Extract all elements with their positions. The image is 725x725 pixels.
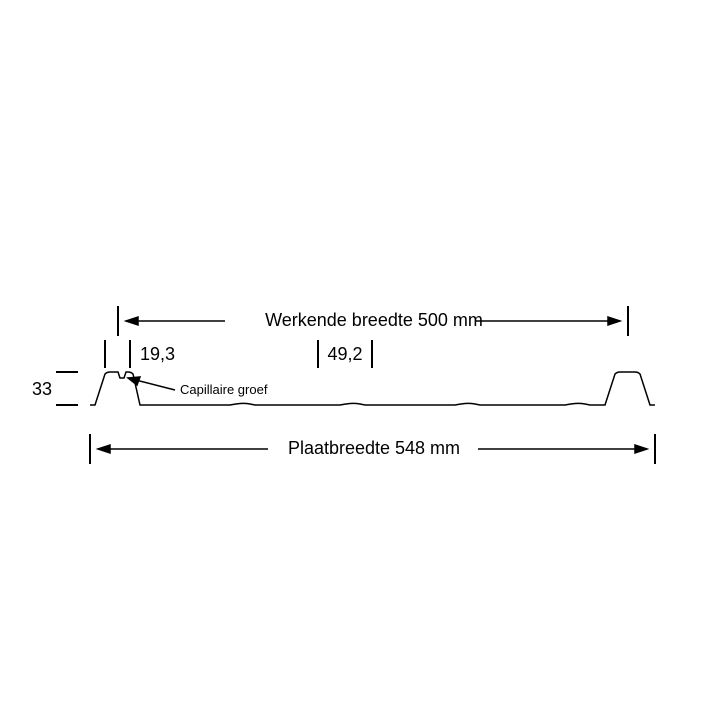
capillary-groove-label: Capillaire groef <box>180 382 268 397</box>
cross-section-diagram: Werkende breedte 500 mm 19,3 49,2 33 Cap… <box>0 0 725 725</box>
capillary-groove-pointer: Capillaire groef <box>128 377 268 397</box>
working-width-label: Werkende breedte 500 mm <box>265 310 483 330</box>
profile-path <box>90 372 655 405</box>
sheet-width-dimension: Plaatbreedte 548 mm <box>90 434 655 464</box>
rib-width-label: 19,3 <box>140 344 175 364</box>
mid-dim-label: 49,2 <box>327 344 362 364</box>
mid-dimension: 49,2 <box>318 340 372 368</box>
rib-width-dimension: 19,3 <box>105 340 175 368</box>
height-dimension: 33 <box>32 372 78 405</box>
height-label: 33 <box>32 379 52 399</box>
sheet-width-label: Plaatbreedte 548 mm <box>288 438 460 458</box>
working-width-dimension: Werkende breedte 500 mm <box>118 306 628 336</box>
